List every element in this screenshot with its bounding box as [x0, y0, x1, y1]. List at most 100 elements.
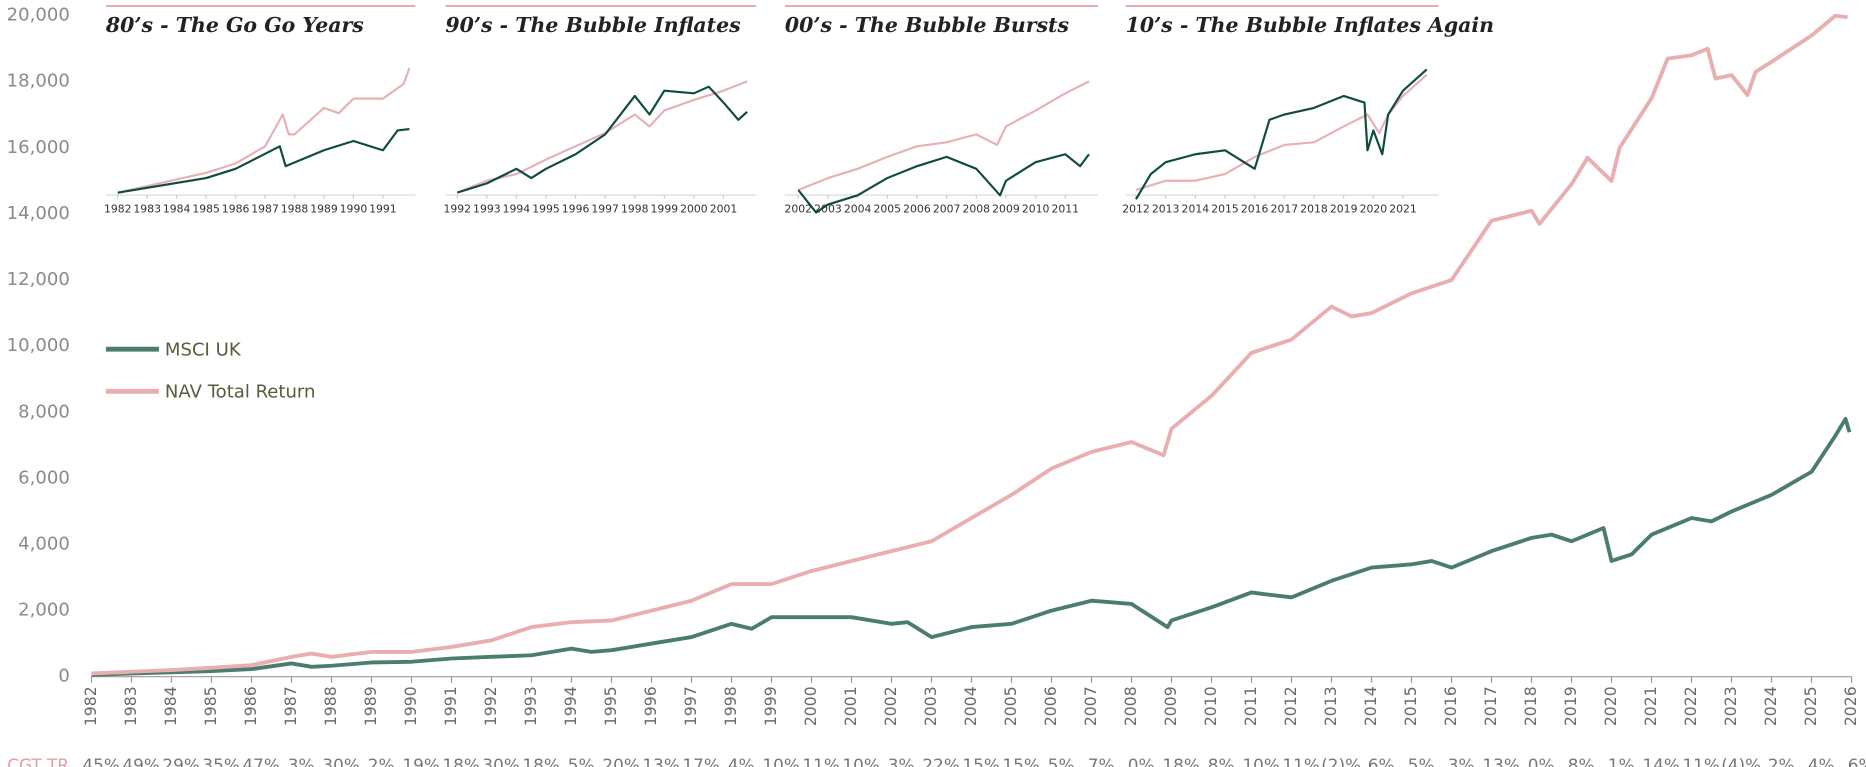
- x-tick-label: 1984: [161, 686, 180, 726]
- x-tick-label: 1982: [81, 686, 100, 726]
- annual-return: 18%: [522, 755, 559, 767]
- x-tick-label: 2005: [874, 203, 902, 216]
- x-tick-label: 2011: [1052, 203, 1080, 216]
- annual-return: 30%: [482, 755, 519, 767]
- x-tick-label: 1989: [361, 686, 380, 726]
- x-tick-label: 2014: [1361, 686, 1380, 726]
- y-tick-label: 0: [58, 666, 69, 687]
- x-tick-label: 1987: [281, 686, 300, 726]
- x-tick-label: 2010: [1022, 203, 1050, 216]
- x-tick-label: 2015: [1401, 686, 1420, 726]
- x-tick-label: 2013: [1321, 686, 1340, 726]
- inset-title: 10’s - The Bubble Inflates Again: [1126, 13, 1494, 37]
- annual-return: 8%: [1568, 755, 1595, 767]
- x-tick-label: 2007: [933, 203, 961, 216]
- annual-return: 11%: [802, 755, 839, 767]
- annual-return: 2%: [1768, 755, 1795, 767]
- annual-return: 11%: [1682, 755, 1719, 767]
- x-tick-label: 2018: [1300, 203, 1328, 216]
- x-tick-label: 2020: [1360, 203, 1388, 216]
- x-tick-label: 2023: [1721, 686, 1740, 726]
- annual-return: 3%: [288, 755, 315, 767]
- x-tick-label: 2017: [1481, 686, 1500, 726]
- series-line: [797, 80, 1090, 192]
- x-tick-label: 2017: [1271, 203, 1299, 216]
- annual-return: 5%: [1048, 755, 1075, 767]
- y-tick-label: 14,000: [7, 203, 70, 224]
- x-tick-label: 2019: [1330, 203, 1358, 216]
- y-tick-label: 12,000: [7, 269, 70, 290]
- x-tick-label: 2013: [1152, 203, 1180, 216]
- annual-return: 22%: [922, 755, 959, 767]
- series-line: [456, 80, 748, 194]
- x-tick-label: 1991: [369, 203, 397, 216]
- x-tick-label: 2014: [1182, 203, 1210, 216]
- annual-return: 14%: [1642, 755, 1679, 767]
- x-tick-label: 2016: [1241, 203, 1269, 216]
- x-tick-label: 2004: [961, 686, 980, 726]
- x-tick-label: 1996: [562, 203, 590, 216]
- returns-row-label: CGT TR: [7, 755, 69, 767]
- annual-return: 18%: [1162, 755, 1199, 767]
- annual-return: 0%: [1528, 755, 1555, 767]
- annual-return: 19%: [402, 755, 439, 767]
- annual-return: 13%: [1482, 755, 1519, 767]
- y-tick-label: 4,000: [18, 533, 70, 554]
- annual-return: 45%: [82, 755, 119, 767]
- x-tick-label: 1985: [201, 686, 220, 726]
- annual-return: 15%: [1002, 755, 1039, 767]
- x-tick-label: 2005: [1001, 686, 1020, 726]
- legend-label: MSCI UK: [165, 339, 242, 360]
- x-tick-label: 1988: [281, 203, 309, 216]
- series-line: [456, 85, 748, 194]
- x-tick-label: 2024: [1761, 686, 1780, 726]
- annual-return: 11%: [1282, 755, 1319, 767]
- annual-return: 47%: [242, 755, 279, 767]
- annual-return: 1%: [1608, 755, 1635, 767]
- series-line: [91, 13, 1848, 676]
- x-tick-label: 2001: [710, 203, 738, 216]
- x-tick-label: 1999: [761, 686, 780, 726]
- x-tick-label: 1983: [133, 203, 161, 216]
- series-line: [1135, 68, 1428, 200]
- x-tick-label: 2021: [1641, 686, 1660, 726]
- x-tick-label: 1990: [401, 686, 420, 726]
- x-tick-label: 1995: [601, 686, 620, 726]
- x-tick-label: 1994: [561, 686, 580, 726]
- annual-return: 35%: [202, 755, 239, 767]
- x-tick-label: 2004: [844, 203, 872, 216]
- y-tick-label: 8,000: [18, 401, 70, 422]
- annual-return: 5%: [1408, 755, 1435, 767]
- x-tick-label: 2016: [1441, 686, 1460, 726]
- x-tick-label: 1986: [241, 686, 260, 726]
- x-tick-label: 2003: [814, 203, 842, 216]
- x-tick-label: 1982: [104, 203, 132, 216]
- y-tick-label: 2,000: [18, 600, 70, 621]
- annual-return: 3%: [1448, 755, 1475, 767]
- x-tick-label: 2012: [1122, 203, 1150, 216]
- annual-return: 10%: [842, 755, 879, 767]
- x-tick-label: 2018: [1521, 686, 1540, 726]
- annual-return: 13%: [642, 755, 679, 767]
- x-tick-label: 2006: [1041, 686, 1060, 726]
- x-tick-label: 2022: [1681, 686, 1700, 726]
- x-tick-label: 2020: [1601, 686, 1620, 726]
- y-tick-label: 20,000: [7, 5, 70, 26]
- x-tick-label: 1998: [621, 203, 649, 216]
- y-tick-label: 6,000: [18, 467, 70, 488]
- x-tick-label: 2010: [1201, 686, 1220, 726]
- x-tick-label: 1987: [251, 203, 279, 216]
- annual-return: (2)%: [1321, 755, 1361, 767]
- x-tick-label: 2001: [841, 686, 860, 726]
- x-tick-label: 1989: [310, 203, 338, 216]
- x-tick-label: 1991: [441, 686, 460, 726]
- x-tick-label: 1992: [443, 203, 471, 216]
- annual-return: 2%: [368, 755, 395, 767]
- x-tick-label: 2009: [1161, 686, 1180, 726]
- x-tick-label: 1994: [503, 203, 531, 216]
- series-line: [797, 153, 1090, 214]
- x-tick-label: 2000: [680, 203, 708, 216]
- x-tick-label: 2009: [992, 203, 1020, 216]
- x-tick-label: 1999: [651, 203, 679, 216]
